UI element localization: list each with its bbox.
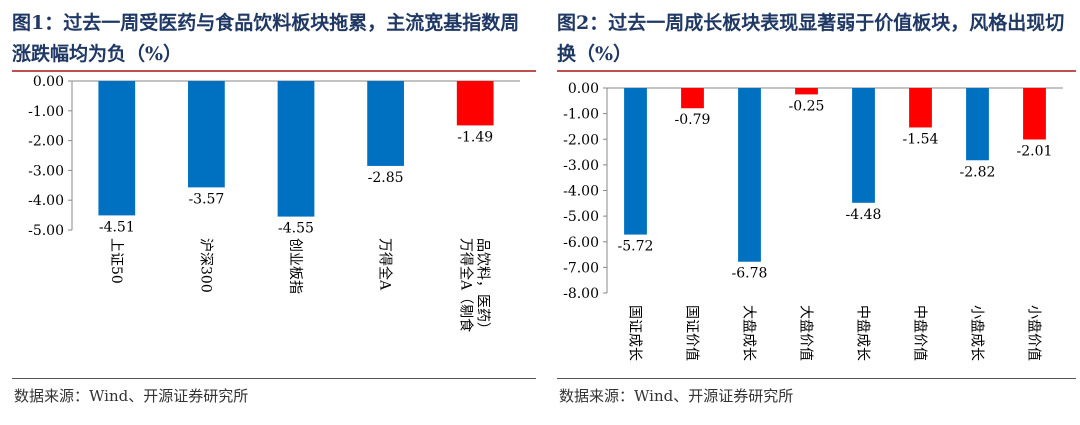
bar [852,88,875,203]
chart-title: 图2：过去一周成长板块表现显著弱于价值板块，风格出现切换（%） [557,12,1065,65]
source-divider [12,378,536,379]
category-label-line: 小盘成长 [969,305,986,361]
y-tick-label: -7.00 [563,260,599,276]
chart-panel-left: 图1：过去一周受医药与食品饮料板块拖累，主流宽基指数周涨跌幅均为负（%） 0.0… [12,12,536,405]
data-label: -1.54 [903,131,939,147]
y-tick-label: -4.00 [28,193,64,209]
category-label-line: 品饮料，医药） [475,238,491,336]
y-tick-label: -5.00 [563,209,599,225]
y-tick-label: -1.00 [563,107,599,123]
category-label-line: 上证50 [108,238,124,284]
data-label: -4.55 [278,221,314,237]
y-tick-label: -1.00 [28,104,64,120]
category-label-line: 创业板指 [287,238,303,294]
category-label-line: 国证成长 [627,305,643,361]
y-tick-label: -2.00 [28,134,64,150]
category-label: 国证成长 [627,305,643,361]
data-label: -6.78 [732,266,768,282]
category-label-line: 大盘成长 [741,305,758,361]
y-tick-label: -4.00 [563,184,599,200]
data-label: -2.01 [1017,144,1053,160]
category-label-line: 中盘成长 [855,305,872,361]
data-label: -1.49 [457,129,493,145]
bar [367,81,404,166]
bar [188,81,225,188]
bar [795,88,818,95]
category-label: 中盘价值 [912,305,929,361]
category-label: 沪深300 [197,238,213,293]
category-label: 上证50 [108,238,124,284]
data-label: -2.85 [368,170,404,186]
category-label: 万得全A [377,238,394,291]
category-label: 国证价值 [684,305,700,361]
chart-panel-right: 图2：过去一周成长板块表现显著弱于价值板块，风格出现切换（%） 0.00 -1.0… [545,0,1080,425]
category-label-line: 万得全A（剔食 [458,238,475,332]
bar [277,81,315,217]
category-label-line: 万得全A [377,238,394,291]
bar [456,81,494,126]
category-label: 大盘成长 [741,305,758,361]
bar [681,88,704,109]
bar [738,88,761,262]
title-divider [12,70,536,72]
title-divider [557,70,1076,72]
y-tick-label: 0.00 [568,81,599,97]
bar [98,81,136,216]
source-note: 数据来源：Wind、开源证券研究所 [14,387,249,405]
y-tick-label: -3.00 [563,158,599,174]
source-divider [557,378,1076,379]
data-label: -2.82 [960,164,996,180]
category-label: 中盘成长 [855,305,872,361]
y-tick-label: -6.00 [563,235,599,251]
source-note: 数据来源：Wind、开源证券研究所 [559,387,794,405]
chart-title: 图1：过去一周受医药与食品饮料板块拖累，主流宽基指数周涨跌幅均为负（%） [12,12,520,65]
bar [1023,88,1046,140]
bar [624,88,647,235]
category-label: 大盘价值 [798,305,815,361]
data-label: -5.72 [618,239,654,255]
category-label-line: 沪深300 [197,238,213,293]
category-label: 小盘成长 [969,305,986,361]
category-label: 万得全A（剔食 品饮料，医药） [458,238,491,336]
data-label: -3.57 [188,191,224,207]
bar [909,88,932,128]
y-tick-label: -3.00 [28,163,64,179]
y-tick-label: 0.00 [33,74,64,90]
y-tick-label: -2.00 [563,132,599,148]
bar-chart-left: 0.00 -1.00 -2.00 -3.00 -4.00 -5.00 -4.51 上证50 -3… [28,74,520,336]
data-label: -0.79 [675,112,711,128]
data-label: -0.25 [789,98,825,114]
category-label: 小盘价值 [1026,305,1043,361]
bar-chart-right: 0.00 -1.00 -2.00 -3.00 -4.00 -5.00 -6.00 -7.00 -… [563,81,1063,361]
category-label-line: 中盘价值 [912,305,929,361]
y-tick-label: -5.00 [28,223,64,239]
data-label: -4.51 [99,219,135,235]
bar [966,88,989,161]
category-label-line: 大盘价值 [798,305,815,361]
category-label-line: 国证价值 [684,305,700,361]
y-tick-label: -8.00 [563,286,599,302]
category-label: 创业板指 [287,238,303,294]
data-label: -4.48 [846,207,882,223]
category-label-line: 小盘价值 [1026,305,1043,361]
